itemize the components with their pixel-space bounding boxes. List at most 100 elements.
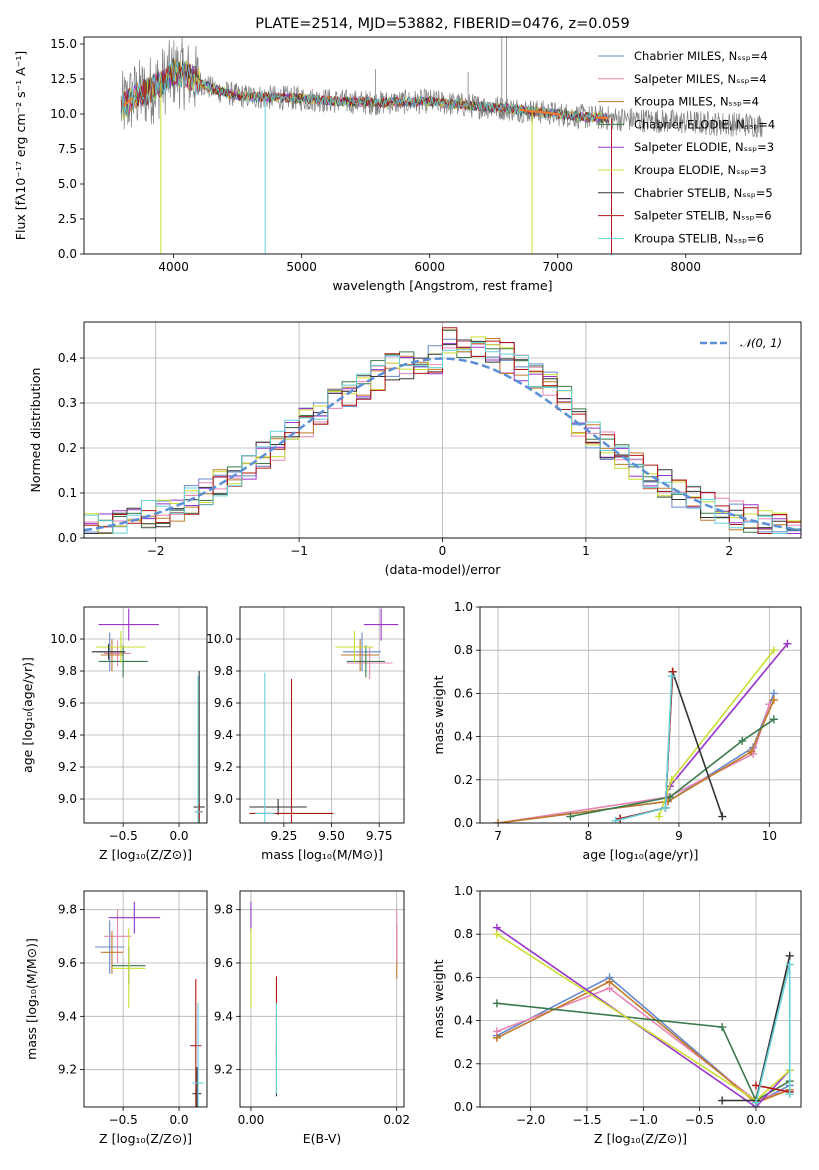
y-tick-label: 0.0 [58,247,77,261]
x-tick-label: 0 [439,544,447,558]
y-tick-label: 0.4 [454,1014,473,1028]
x-axis-label: (data-model)/error [385,562,502,577]
plus-marker [769,715,778,724]
ticks: 0.00 0.02 9.2 9.4 9.6 9.8 [214,903,410,1127]
normal-curve [84,357,801,532]
y-tick-label: 0.1 [58,486,77,500]
x-tick-label: 9.25 [271,829,298,843]
x-tick-label: 7000 [542,260,573,274]
y-tick-label: 0.4 [454,730,473,744]
panel-weight_vs_age: 7 8 9 10 0.0 0.2 0.4 0.6 0.8 1.0 age [log₁₀(age/yr… [431,600,802,862]
weight-line-chabrier-elodie [496,1002,791,1102]
y-axis-label: Normed distribution [28,368,43,493]
x-tick-label: −0.5 [109,1113,138,1127]
y-tick-label: 0.0 [454,1100,473,1114]
plot-area [492,923,794,1107]
plus-marker [492,930,501,939]
legend-label: Chabrier MILES, Nₛₛₚ=4 [634,49,768,63]
y-tick-label: 10.0 [206,632,233,646]
chart-title: PLATE=2514, MJD=53882, FIBERID=0476, z=0… [255,16,629,32]
axes-frame [239,606,405,824]
x-tick-label: 2 [725,544,733,558]
weight-line-salpeter-stelib [755,1084,790,1093]
axes-frame [83,890,208,1108]
y-tick-label: 9.2 [214,1063,233,1077]
model-fit-chabrier-elodie [120,61,610,124]
axes-frame [83,36,802,255]
y-tick-label: 0.0 [454,816,473,830]
axes-frame [479,890,802,1108]
y-tick-label: 9.0 [214,792,233,806]
x-tick-label: −1.0 [629,1113,658,1127]
x-tick-label: −2.0 [516,1113,545,1127]
model-fit-segment [596,116,610,120]
y-tick-label: 1.0 [454,600,473,614]
axes-frame [83,606,208,824]
axes-frame [479,606,802,824]
y-tick-label: 1.0 [454,884,473,898]
y-tick-label: 0.8 [454,927,473,941]
x-axis-label: Z [log₁₀(Z/Z⊙)] [99,1131,192,1146]
legend: Chabrier MILES, Nₛₛₚ=4 Salpeter MILES, Nₛ… [598,49,775,245]
y-tick-label: 9.2 [214,760,233,774]
plus-marker [751,1081,760,1090]
weight-line-salpeter-elodie [669,643,789,787]
weight-line-salpeter-elodie [496,927,791,1107]
plus-marker [718,812,727,821]
plus-marker [785,951,794,960]
x-axis-label: wavelength [Angstrom, rest frame] [332,278,552,293]
x-axis-label: mass [log₁₀(M/M⊙)] [261,847,383,862]
plus-marker [661,803,670,812]
y-tick-label: 0.2 [454,773,473,787]
y-tick-label: 0.4 [58,351,77,365]
x-axis-label: Z [log₁₀(Z/Z⊙)] [594,1131,687,1146]
x-axis-label: Z [log₁₀(Z/Z⊙)] [99,847,192,862]
plot-area [250,901,398,1097]
panel-mass_vs_ebv: 0.00 0.02 9.2 9.4 9.6 9.8 E(B-V) [214,890,410,1146]
ticks: −0.5 0.0 9.0 9.2 9.4 9.6 9.8 10.0 [50,632,188,843]
ticks: −0.5 0.0 9.2 9.4 9.6 9.8 [58,903,189,1127]
plus-marker [566,812,575,821]
ticks: 9.25 9.50 9.75 9.0 9.2 9.4 9.6 9.8 10.0 [206,632,392,843]
y-axis-label: Flux [fλ10⁻¹⁷ erg cm⁻² s⁻¹ A⁻¹] [13,51,28,240]
x-tick-label: −2 [147,544,165,558]
plus-marker [667,775,676,784]
ticks: 7 8 9 10 0.0 0.2 0.4 0.6 0.8 1.0 [454,600,777,843]
ticks: −2 −1 0 1 2 0.0 0.1 0.2 0.3 0.4 [58,351,733,558]
weight-line-chabrier-miles [496,976,791,1104]
plot-area [84,327,801,534]
panel-age_vs_Z: −0.5 0.0 9.0 9.2 9.4 9.6 9.8 10.0 Z [log₁₀(Z/Z⊙)… [20,606,208,862]
x-tick-label: 10 [762,829,777,843]
plus-marker [718,1023,727,1032]
y-tick-label: 9.6 [58,696,77,710]
y-tick-label: 15.0 [50,37,77,51]
x-tick-label: 9.50 [318,829,345,843]
x-tick-label: 0.00 [238,1113,265,1127]
plus-marker [751,1098,760,1107]
x-axis-label: E(B-V) [303,1131,342,1146]
plus-marker [783,639,792,648]
y-tick-label: 0.3 [58,396,77,410]
x-tick-label: 9.75 [366,829,393,843]
x-tick-label: −1.5 [572,1113,601,1127]
plus-marker [492,1033,501,1042]
plus-marker [665,793,674,802]
plot-area [120,37,763,254]
legend-label: Chabrier STELIB, Nₛₛₚ=5 [634,186,773,200]
y-tick-label: 12.5 [50,72,77,86]
ticks: −2.0 −1.5 −1.0 −0.5 0.0 0.0 0.2 0.4 0.6 0.8 1.0 [454,884,766,1127]
x-tick-label: 0.0 [169,1113,188,1127]
y-tick-label: 7.5 [58,142,77,156]
y-tick-label: 0.0 [58,531,77,545]
x-tick-label: 0.02 [383,1113,410,1127]
y-axis-label: mass weight [431,959,446,1038]
y-tick-label: 9.8 [214,664,233,678]
y-tick-label: 9.8 [58,903,77,917]
y-axis-label: mass weight [431,675,446,754]
x-tick-label: 4000 [158,260,189,274]
legend-label: Chabrier ELODIE, Nₛₛₚ=4 [634,117,775,131]
legend-label: 𝒩(0, 1) [740,336,782,350]
panel-mass_vs_Z: −0.5 0.0 9.2 9.4 9.6 9.8 Z [log₁₀(Z/Z⊙)] mass [… [24,890,208,1146]
model-fit-segment [123,97,134,107]
